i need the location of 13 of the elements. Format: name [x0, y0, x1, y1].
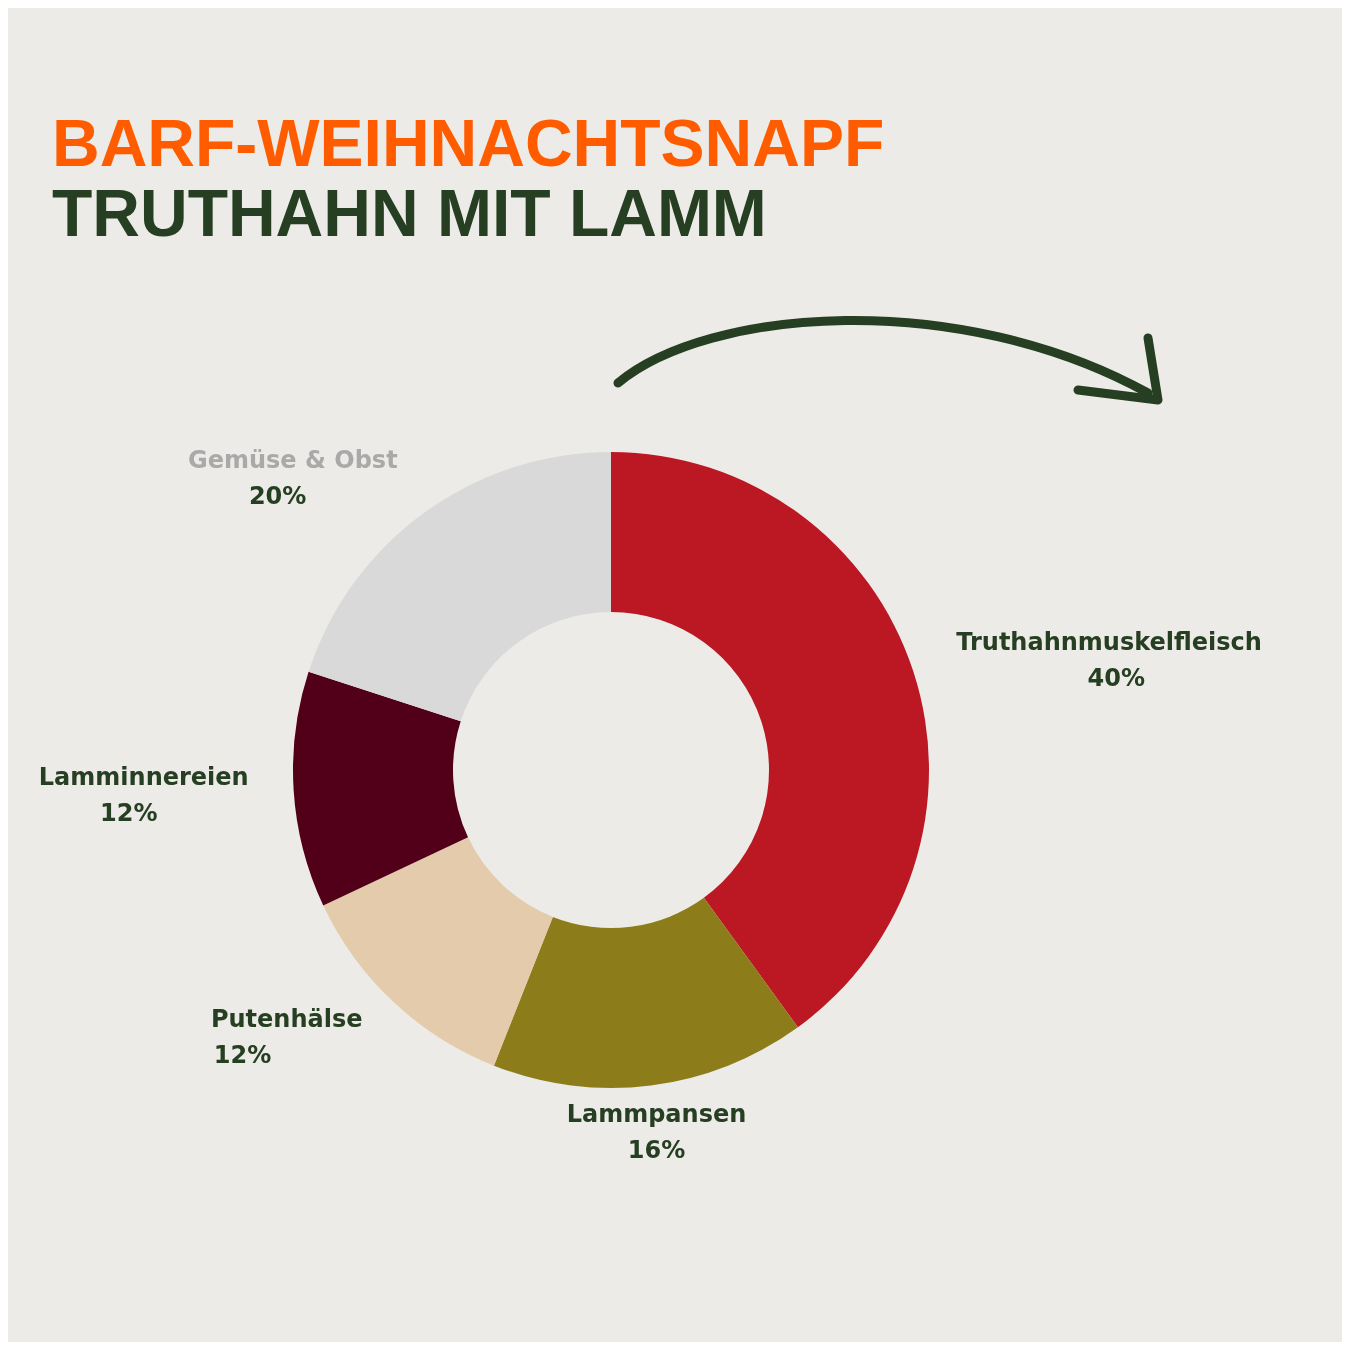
slice-label: Lamminnereien: [38, 762, 249, 791]
slice-label: Putenhälse: [210, 1004, 363, 1033]
data-label: 16%: [627, 1136, 686, 1165]
donut-slice: [493, 897, 798, 1088]
donut-slice: [293, 671, 469, 906]
data-label: 12%: [99, 798, 158, 827]
slice-label: Lammpansen: [566, 1100, 747, 1129]
slice-label: Truthahnmuskelfleisch: [956, 627, 1262, 656]
data-label: 12%: [213, 1040, 272, 1069]
data-label: 40%: [1087, 663, 1145, 692]
slice-label: Gemüse & Obst: [188, 446, 398, 475]
donut-slice: [611, 452, 929, 1028]
data-label: 20%: [248, 482, 307, 511]
